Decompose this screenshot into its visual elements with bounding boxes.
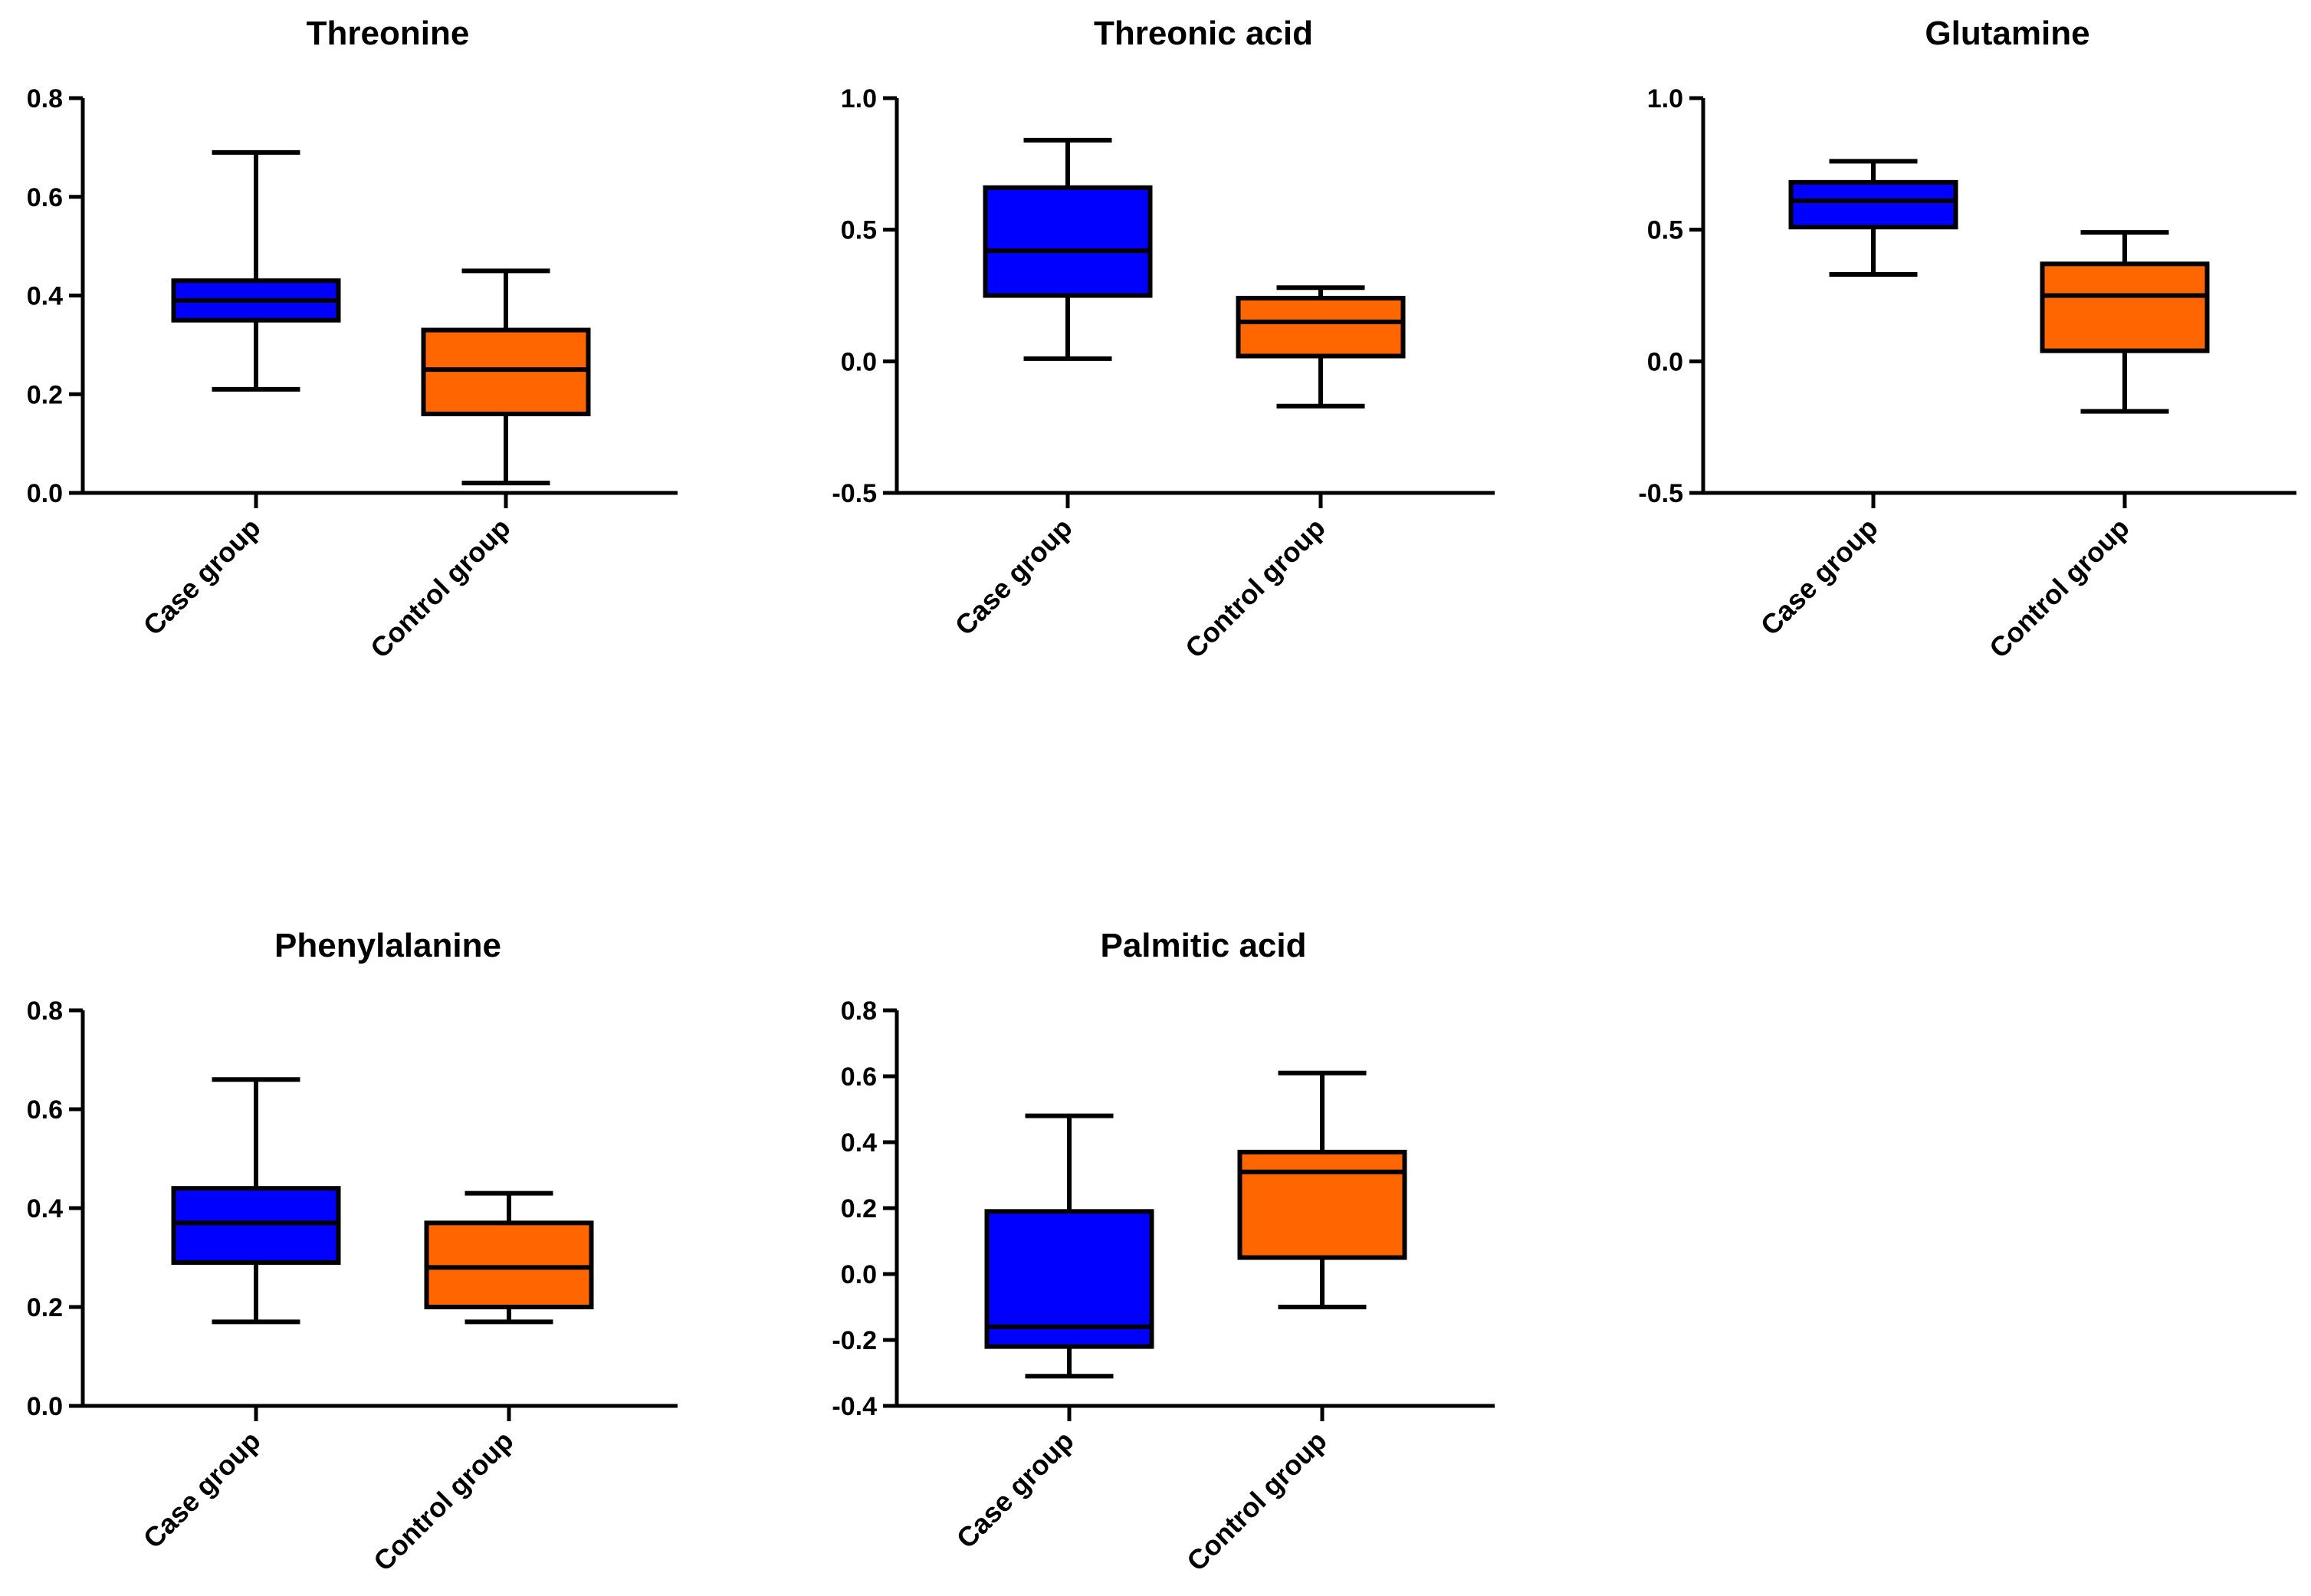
y-tick-label: 0.4 bbox=[27, 1194, 63, 1223]
box bbox=[1236, 295, 1406, 359]
box bbox=[984, 1209, 1154, 1349]
y-tick-label: 0.2 bbox=[841, 1194, 877, 1223]
chart-title: Phenylalanine bbox=[274, 927, 501, 964]
y-tick-label: 0.0 bbox=[27, 1392, 63, 1421]
category-label: Case group bbox=[1755, 512, 1884, 642]
chart-panel: Threonic acid -0.5 0.0 0.5 1.0 Case group Cont… bbox=[832, 15, 1495, 664]
y-tick-label: 0.0 bbox=[1647, 347, 1683, 376]
category-label: Control group bbox=[1983, 512, 2135, 665]
chart-panel: Threonine 0.0 0.2 0.4 0.6 0.8 Case group Contro… bbox=[27, 15, 678, 664]
y-tick-label: -0.4 bbox=[832, 1392, 877, 1421]
chart-title: Palmitic acid bbox=[1100, 927, 1306, 964]
box bbox=[983, 185, 1153, 298]
category-label: Case group bbox=[137, 1425, 267, 1555]
y-tick-label: 1.0 bbox=[1647, 84, 1683, 113]
box bbox=[424, 1220, 594, 1309]
chart-title: Threonine bbox=[307, 15, 470, 52]
y-tick-label: 0.0 bbox=[841, 347, 877, 376]
y-tick-label: -0.5 bbox=[1638, 479, 1683, 508]
y-tick-label: 0.8 bbox=[27, 997, 63, 1026]
y-tick-label: 0.6 bbox=[27, 1095, 63, 1125]
y-tick-label: 0.0 bbox=[841, 1260, 877, 1289]
y-tick-label: 0.2 bbox=[27, 1293, 63, 1322]
chart-panel: Palmitic acid -0.4 -0.2 0.0 0.2 0.4 0.6 0.8 Case… bbox=[832, 927, 1495, 1577]
box bbox=[1788, 179, 1958, 230]
y-tick-label: 0.8 bbox=[841, 997, 877, 1026]
y-tick-label: 0.8 bbox=[27, 84, 63, 113]
category-label: Control group bbox=[364, 512, 517, 665]
category-label: Case group bbox=[137, 512, 267, 642]
y-tick-label: 0.4 bbox=[27, 282, 63, 311]
box bbox=[1237, 1149, 1407, 1260]
box bbox=[421, 327, 591, 416]
category-label: Case group bbox=[950, 1425, 1080, 1555]
y-tick-label: 0.2 bbox=[27, 380, 63, 409]
y-tick-label: 0.4 bbox=[841, 1128, 877, 1158]
y-tick-label: 0.5 bbox=[841, 216, 877, 245]
y-tick-label: -0.5 bbox=[832, 479, 877, 508]
y-tick-label: 0.0 bbox=[27, 479, 63, 508]
category-label: Control group bbox=[1180, 1425, 1333, 1578]
y-tick-label: -0.2 bbox=[832, 1326, 877, 1355]
chart-panel: Glutamine -0.5 0.0 0.5 1.0 Case group Control … bbox=[1638, 15, 2296, 664]
category-label: Control group bbox=[367, 1425, 520, 1578]
y-tick-label: 0.6 bbox=[841, 1062, 877, 1092]
y-tick-label: 0.6 bbox=[27, 183, 63, 212]
chart-title: Glutamine bbox=[1925, 15, 2089, 52]
chart-title: Threonic acid bbox=[1094, 15, 1313, 52]
y-tick-label: 0.5 bbox=[1647, 216, 1683, 245]
box bbox=[2040, 261, 2210, 353]
chart-panel: Phenylalanine 0.0 0.2 0.4 0.6 0.8 Case group Co… bbox=[27, 927, 678, 1577]
y-tick-label: 1.0 bbox=[841, 84, 877, 113]
category-label: Case group bbox=[949, 512, 1078, 642]
box bbox=[171, 1186, 341, 1265]
category-label: Control group bbox=[1179, 512, 1331, 665]
